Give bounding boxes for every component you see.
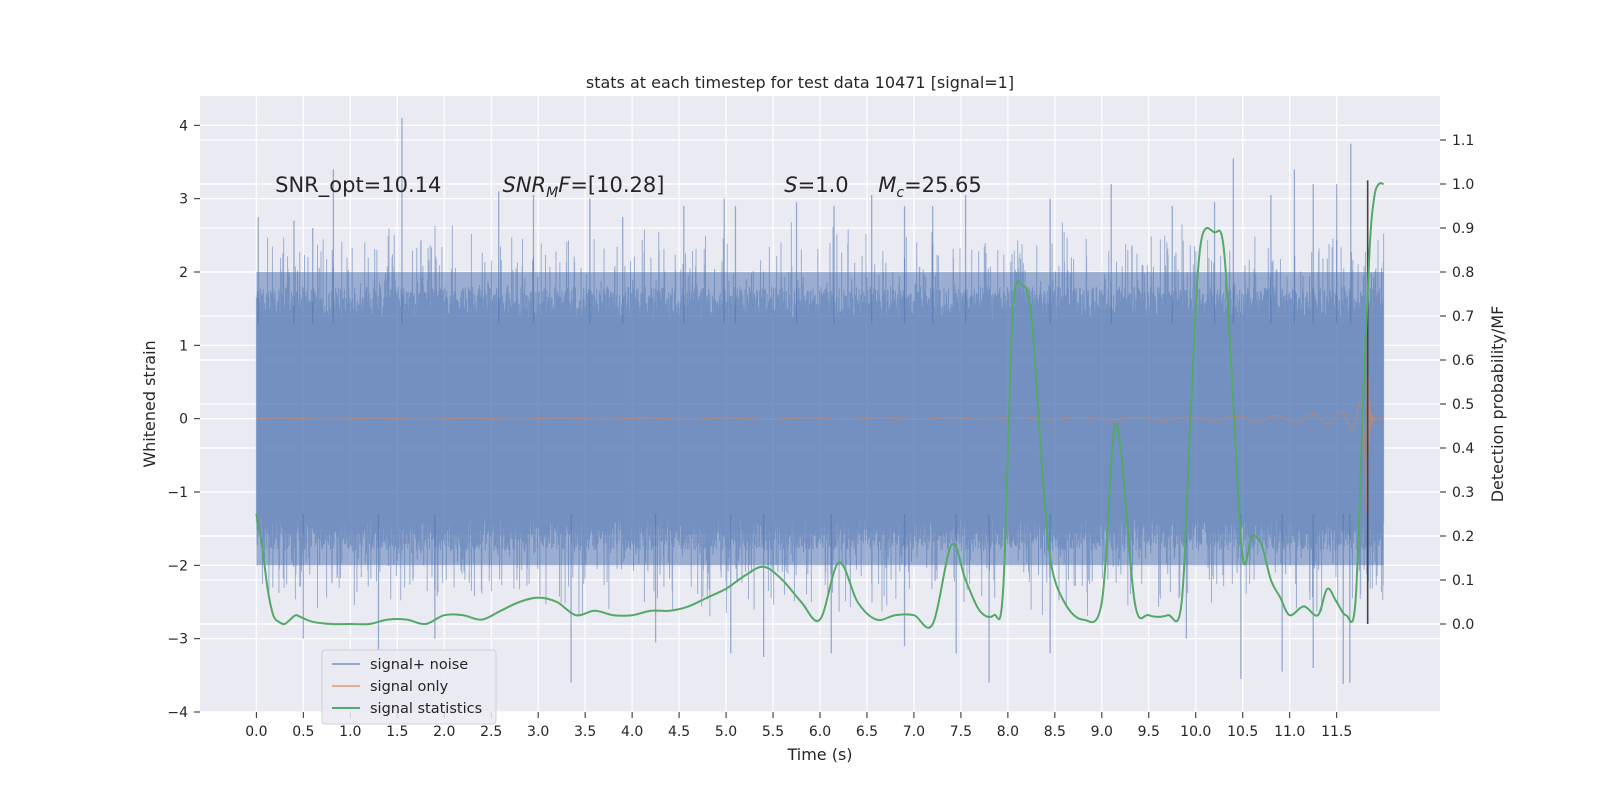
x-tick-label-5: 2.5 — [480, 724, 502, 740]
x-tick-label-10: 5.0 — [715, 724, 737, 740]
y-right-tick-label-1: 0.1 — [1452, 573, 1474, 589]
x-tick-label-16: 8.0 — [997, 724, 1019, 740]
y-right-tick-label-11: 1.1 — [1452, 133, 1474, 149]
y-tick-label-6: 2 — [179, 265, 188, 281]
y-tick-label-7: 3 — [179, 192, 188, 208]
x-tick-label-19: 9.5 — [1138, 724, 1160, 740]
x-axis-label: Time (s) — [786, 745, 852, 764]
y-right-tick-label-8: 0.8 — [1452, 265, 1474, 281]
annotation-3: Mc=25.65 — [878, 173, 982, 201]
y-right-tick-label-10: 1.0 — [1452, 177, 1474, 193]
y-right-tick-label-7: 0.7 — [1452, 309, 1474, 325]
x-tick-label-20: 10.0 — [1180, 724, 1211, 740]
y-axis-ticks: −4 −3 −2 −1 0 1 2 3 4 — [167, 118, 200, 721]
x-tick-label-3: 1.5 — [386, 724, 408, 740]
y-right-tick-label-3: 0.3 — [1452, 485, 1474, 501]
x-tick-label-6: 3.0 — [527, 724, 549, 740]
x-tick-label-9: 4.5 — [668, 724, 690, 740]
x-tick-label-2: 1.0 — [339, 724, 361, 740]
x-tick-label-14: 7.0 — [903, 724, 925, 740]
y-right-tick-label-9: 0.9 — [1452, 221, 1474, 237]
legend-label-signal-statistics: signal statistics — [370, 701, 482, 717]
legend-label-signal-plus-noise: signal+ noise — [370, 657, 468, 673]
x-tick-label-13: 6.5 — [856, 724, 878, 740]
y-tick-label-3: −1 — [167, 485, 188, 501]
legend-box — [321, 649, 497, 725]
y-right-tick-label-6: 0.6 — [1452, 353, 1474, 369]
x-tick-label-21: 10.5 — [1227, 724, 1258, 740]
legend: signal+ noise signal only signal statist… — [321, 649, 497, 725]
x-tick-label-11: 5.5 — [762, 724, 784, 740]
chirp-trace — [256, 311, 1384, 513]
y-tick-label-0: −4 — [167, 705, 188, 721]
x-tick-label-17: 8.5 — [1044, 724, 1066, 740]
annotations: SNR_opt=10.14 SNRMF=[10.28] S=1.0 Mc=25.65 — [275, 173, 982, 201]
y-tick-label-5: 1 — [179, 338, 188, 354]
y-tick-label-2: −2 — [167, 558, 188, 574]
annotation-0: SNR_opt=10.14 — [275, 173, 441, 198]
probability-trace — [255, 182, 1384, 629]
x-tick-label-8: 4.0 — [621, 724, 643, 740]
y-right-tick-label-5: 0.5 — [1452, 397, 1474, 413]
y-axis-label: Whitened strain — [140, 340, 159, 467]
chart-title: stats at each timestep for test data 104… — [586, 73, 1014, 92]
legend-label-signal-only: signal only — [370, 679, 449, 695]
x-tick-label-7: 3.5 — [574, 724, 596, 740]
x-tick-label-0: 0.0 — [245, 724, 267, 740]
x-tick-label-23: 11.5 — [1321, 724, 1352, 740]
y-right-tick-label-2: 0.2 — [1452, 529, 1474, 545]
series-signal-only — [256, 311, 1384, 513]
x-tick-label-18: 9.0 — [1091, 724, 1113, 740]
x-tick-label-15: 7.5 — [950, 724, 972, 740]
x-tick-label-4: 2.0 — [433, 724, 455, 740]
y-tick-label-4: 0 — [179, 412, 188, 428]
y-right-axis-ticks: 0.0 0.1 0.2 0.3 0.4 0.5 0.6 0.7 0.8 0.9 1.0 1.1 — [1440, 133, 1474, 633]
x-tick-label-1: 0.5 — [292, 724, 314, 740]
x-tick-label-22: 11.0 — [1274, 724, 1305, 740]
y-right-tick-label-4: 0.4 — [1452, 441, 1474, 457]
annotation-2: S=1.0 — [784, 173, 848, 197]
plot-area — [255, 118, 1385, 685]
y-tick-label-1: −3 — [167, 632, 188, 648]
x-axis-ticks: 0.0 0.5 1.0 1.5 2.0 2.5 3.0 3.5 4.0 4.5 5.0 5.5 6.0 6… — [245, 712, 1352, 740]
y-right-tick-label-0: 0.0 — [1452, 617, 1474, 633]
x-tick-label-12: 6.0 — [809, 724, 831, 740]
y-right-axis-label: Detection probability/MF — [1488, 306, 1507, 503]
y-tick-label-8: 4 — [179, 118, 188, 134]
series-signal-statistics — [255, 182, 1384, 629]
annotation-1: SNRMF=[10.28] — [502, 173, 664, 201]
